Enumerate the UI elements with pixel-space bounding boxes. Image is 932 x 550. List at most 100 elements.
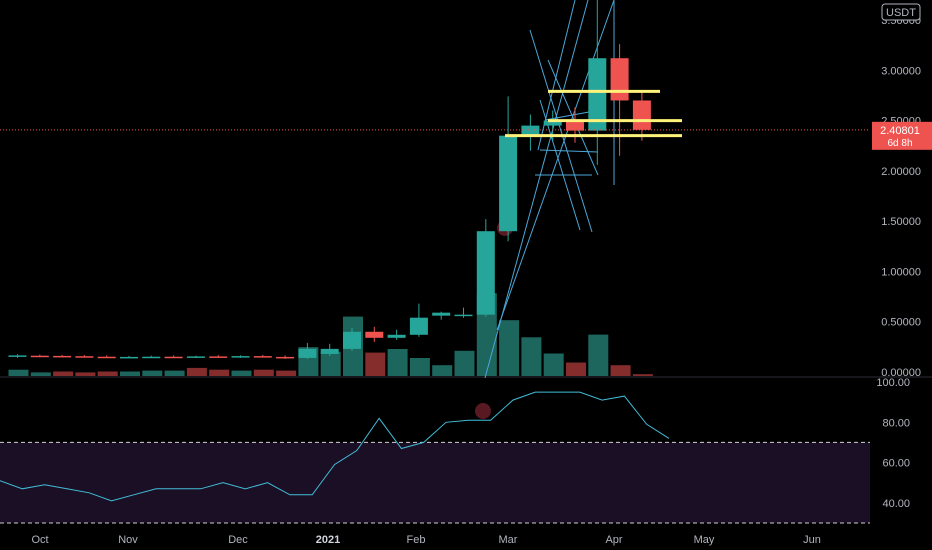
candle[interactable] (97, 355, 116, 359)
volume-bar (632, 374, 653, 376)
candle-body (142, 356, 161, 359)
rsi-tick-label: 60.00 (882, 458, 910, 470)
candle[interactable] (209, 355, 228, 358)
candle[interactable] (432, 311, 451, 320)
candle[interactable] (610, 44, 629, 156)
candle[interactable] (120, 355, 138, 359)
candle-body (30, 355, 49, 358)
candle-body (499, 135, 518, 232)
candlesticks[interactable] (8, 0, 651, 359)
candle-body (75, 356, 94, 358)
volume-bar (276, 370, 297, 376)
volume-bar (30, 372, 51, 376)
candle[interactable] (387, 329, 406, 340)
volume-bar (53, 371, 74, 376)
volume-bars (8, 293, 653, 376)
currency-label: USDT (886, 7, 916, 19)
time-tick-label: Nov (118, 534, 138, 546)
volume-bar (120, 371, 140, 376)
candle[interactable] (320, 343, 339, 356)
candle-body (164, 356, 183, 359)
time-tick-label: 2021 (316, 534, 340, 546)
candle-body (476, 231, 495, 315)
time-axis[interactable]: Oct Nov Dec 2021 Feb Mar Apr May Jun (31, 534, 820, 546)
volume-bar (231, 370, 252, 376)
candle-body (186, 356, 205, 358)
volume-bar (75, 372, 96, 376)
volume-bar (8, 369, 29, 376)
volume-bar (521, 337, 542, 376)
candle-body (409, 317, 428, 335)
trend-line[interactable] (529, 29, 593, 233)
trend-line[interactable] (539, 149, 599, 153)
volume-bar (320, 351, 341, 376)
candle-body (209, 356, 228, 358)
candle-body (454, 314, 473, 317)
candle[interactable] (142, 355, 161, 359)
time-tick-label: Dec (228, 534, 248, 546)
volume-bar (409, 358, 430, 376)
candle[interactable] (231, 355, 250, 358)
price-tick-label: 1.00000 (881, 266, 921, 278)
volume-bar (499, 320, 520, 376)
candle[interactable] (164, 355, 183, 359)
candle[interactable] (30, 354, 49, 358)
trend-line[interactable] (547, 59, 599, 176)
candle-body (97, 356, 116, 359)
candle[interactable] (499, 96, 518, 242)
trend-line[interactable] (496, 0, 615, 331)
candle[interactable] (632, 92, 651, 141)
rsi-band (0, 442, 870, 523)
candle[interactable] (75, 355, 94, 358)
rsi-axis[interactable]: 100.00 80.00 60.00 40.00 (876, 377, 910, 510)
price-tick-label: 0.50000 (881, 317, 921, 329)
candle-body (120, 356, 138, 359)
candle-body (365, 331, 384, 338)
volume-bar (142, 370, 163, 376)
candle[interactable] (253, 354, 272, 358)
candle-body (53, 355, 72, 358)
candle-body (320, 348, 339, 354)
currency-badge[interactable]: USDT (881, 3, 921, 21)
volume-bar (588, 334, 609, 376)
candle-body (343, 331, 361, 349)
volume-bar (454, 350, 475, 376)
volume-bar (543, 353, 564, 376)
candle-body (432, 312, 451, 316)
price-tick-label: 3.00000 (881, 65, 921, 77)
candle-body (588, 58, 607, 131)
candle-body (521, 125, 540, 136)
candle[interactable] (588, 0, 607, 165)
candle[interactable] (476, 219, 495, 317)
candle-body (8, 355, 27, 357)
volume-bar (97, 371, 118, 376)
candle[interactable] (365, 326, 384, 342)
rsi-band-layer (0, 442, 870, 523)
candle[interactable] (343, 327, 361, 351)
volume-bar (432, 365, 453, 376)
time-tick-label: Apr (605, 534, 622, 546)
candle-body (231, 356, 250, 358)
rsi-tick-label: 100.00 (876, 377, 910, 389)
volume-bar (387, 349, 408, 376)
candle[interactable] (454, 307, 473, 318)
candle[interactable] (53, 354, 72, 358)
time-tick-label: Mar (499, 534, 518, 546)
candle-body (566, 120, 584, 131)
price-levels[interactable] (0, 89, 870, 138)
candle[interactable] (186, 355, 205, 359)
candle-body (632, 100, 651, 130)
candle[interactable] (298, 342, 317, 359)
price-axis[interactable]: 3.500003.000002.500002.000001.500001.000… (881, 15, 921, 379)
volume-bar (610, 365, 631, 376)
volume-bar (365, 352, 386, 376)
candle[interactable] (521, 114, 540, 151)
candle[interactable] (409, 303, 428, 337)
candle[interactable] (276, 355, 295, 359)
time-tick-label: Jun (803, 534, 821, 546)
candle-body (543, 120, 562, 126)
price-tick-label: 1.50000 (881, 216, 921, 228)
candle[interactable] (8, 354, 27, 358)
rsi-indicator (0, 391, 870, 524)
